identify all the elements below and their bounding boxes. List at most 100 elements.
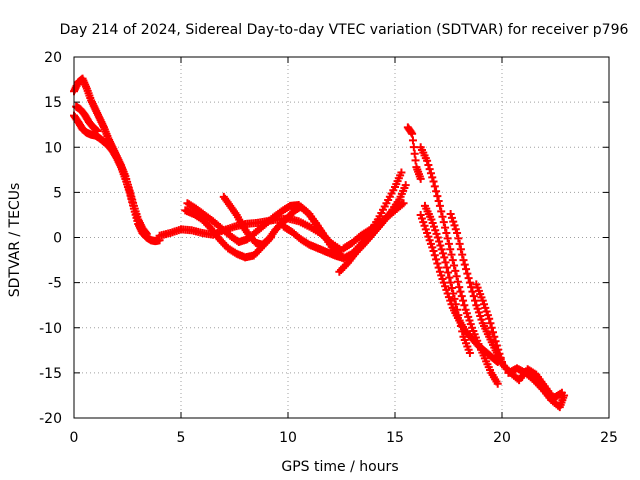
data-point (465, 349, 474, 358)
y-tick-labels: -20 -15 -10 -5 0 5 10 15 20 (39, 50, 62, 427)
data-point (560, 391, 569, 400)
y-tick-label: 10 (44, 140, 62, 156)
interpolated-point (443, 234, 452, 243)
interpolated-point (433, 192, 442, 201)
interpolated-point (409, 143, 418, 152)
interpolated-point (434, 197, 443, 206)
data-points (70, 74, 569, 412)
data-point (423, 156, 432, 165)
x-tick-label: 5 (177, 430, 186, 446)
data-point (440, 253, 449, 262)
y-tick-label: -10 (39, 321, 62, 337)
interpolated-point (494, 345, 503, 354)
interpolated-point (432, 255, 441, 264)
interpolated-point (451, 225, 460, 234)
data-point (446, 278, 455, 287)
interpolated-point (457, 292, 466, 301)
interpolated-point (486, 319, 495, 328)
interpolated-point (492, 341, 501, 350)
interpolated-point (446, 245, 455, 254)
interpolated-point (450, 221, 459, 230)
interpolated-point (430, 182, 439, 191)
interpolated-point (454, 234, 463, 243)
interpolated-point (490, 332, 499, 341)
y-tick-label: -15 (39, 366, 62, 382)
interpolated-point (487, 323, 496, 332)
interpolated-point (442, 263, 451, 272)
interpolated-point (445, 273, 454, 282)
data-point (429, 247, 438, 256)
data-point (453, 228, 462, 237)
series-satellite-track-l (416, 143, 502, 388)
interpolated-point (459, 296, 468, 305)
interpolated-point (452, 272, 461, 281)
data-point (485, 314, 494, 323)
interpolated-point (438, 249, 447, 258)
interpolated-point (426, 169, 435, 178)
interpolated-point (453, 277, 462, 286)
interpolated-point (439, 218, 448, 227)
interpolated-point (449, 217, 458, 226)
chart-title: Day 214 of 2024, Sidereal Day-to-day VTE… (60, 22, 629, 38)
interpolated-point (450, 261, 459, 270)
interpolated-point (434, 263, 443, 272)
data-point (465, 278, 474, 287)
series-satellite-track-r (504, 364, 569, 412)
x-tick-label: 15 (386, 430, 404, 446)
interpolated-point (441, 258, 450, 267)
interpolated-point (444, 268, 453, 277)
interpolated-point (411, 156, 420, 165)
interpolated-point (433, 259, 442, 268)
series-satellite-track-n (416, 210, 502, 367)
data-point (433, 233, 442, 242)
interpolated-point (437, 207, 446, 216)
interpolated-point (456, 287, 465, 296)
interpolated-point (464, 274, 473, 283)
interpolated-point (450, 294, 459, 303)
interpolated-point (460, 260, 469, 269)
data-point (408, 129, 417, 138)
series-satellite-track-a (70, 111, 164, 246)
interpolated-point (460, 301, 469, 310)
x-tick-label: 25 (600, 430, 618, 446)
series-satellite-track-c (72, 102, 102, 136)
interpolated-point (435, 237, 444, 246)
data-point (491, 337, 500, 346)
data-point (435, 201, 444, 210)
interpolated-point (471, 296, 480, 305)
y-tick-label: -5 (48, 276, 62, 292)
series-satellite-track-b (70, 74, 151, 238)
interpolated-point (447, 213, 456, 222)
data-point (459, 256, 468, 265)
y-tick-label: -20 (39, 411, 62, 427)
y-tick-label: 5 (53, 185, 62, 201)
interpolated-point (441, 223, 450, 232)
interpolated-point (408, 136, 417, 145)
y-tick-label: 0 (53, 231, 62, 247)
interpolated-point (436, 241, 445, 250)
axis-ticks (73, 56, 610, 419)
data-point (416, 174, 425, 183)
interpolated-point (455, 239, 464, 248)
data-point (397, 168, 406, 177)
interpolated-point (456, 245, 465, 254)
data-point (455, 283, 464, 292)
interpolated-point (425, 165, 434, 174)
interpolated-point (437, 245, 446, 254)
series-satellite-track-k (403, 123, 425, 183)
interpolated-point (462, 265, 471, 274)
data-point (448, 256, 457, 265)
data-point (429, 177, 438, 186)
data-point (493, 379, 502, 388)
interpolated-point (447, 250, 456, 259)
y-tick-label: 15 (44, 95, 62, 111)
x-tick-label: 20 (493, 430, 511, 446)
interpolated-point (451, 266, 460, 275)
interpolated-point (410, 149, 419, 158)
interpolated-point (424, 160, 433, 169)
interpolated-point (495, 349, 504, 358)
interpolated-point (432, 187, 441, 196)
interpolated-point (444, 239, 453, 248)
data-point (93, 127, 102, 136)
data-point (446, 210, 455, 219)
